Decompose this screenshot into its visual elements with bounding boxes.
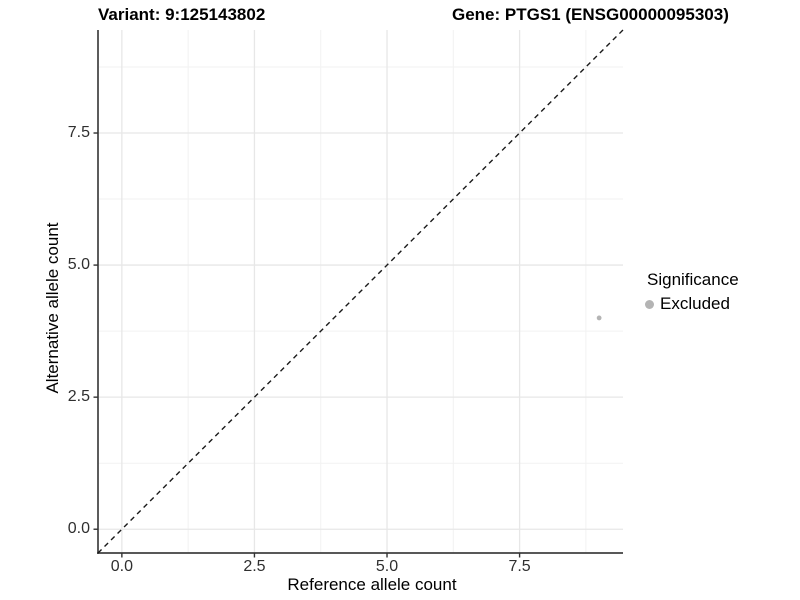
- y-tick-label: 5.0: [67, 256, 90, 274]
- plot-title-gene: Gene: PTGS1 (ENSG00000095303): [452, 5, 729, 24]
- x-tick-label: 2.5: [243, 558, 266, 575]
- legend-key-dot: [645, 299, 654, 309]
- x-tick-label: 7.5: [508, 558, 531, 575]
- legend-entry-excluded: Excluded: [645, 294, 739, 314]
- x-axis-label: Reference allele count: [287, 575, 457, 594]
- identity-dashed-line: [97, 29, 624, 554]
- legend-title: Significance: [647, 270, 739, 289]
- y-tick-label: 2.5: [67, 388, 90, 406]
- legend: Significance Excluded: [645, 270, 739, 314]
- y-tick-label: 0.0: [67, 520, 90, 538]
- x-tick-label: 0.0: [110, 558, 133, 575]
- y-axis-label: Alternative allele count: [43, 222, 62, 394]
- y-tick-label: 7.5: [67, 124, 90, 141]
- x-tick-label: 5.0: [375, 558, 399, 575]
- data-point: [596, 315, 602, 321]
- plot-title-variant: Variant: 9:125143802: [98, 5, 266, 24]
- legend-entry-label: Excluded: [660, 294, 730, 313]
